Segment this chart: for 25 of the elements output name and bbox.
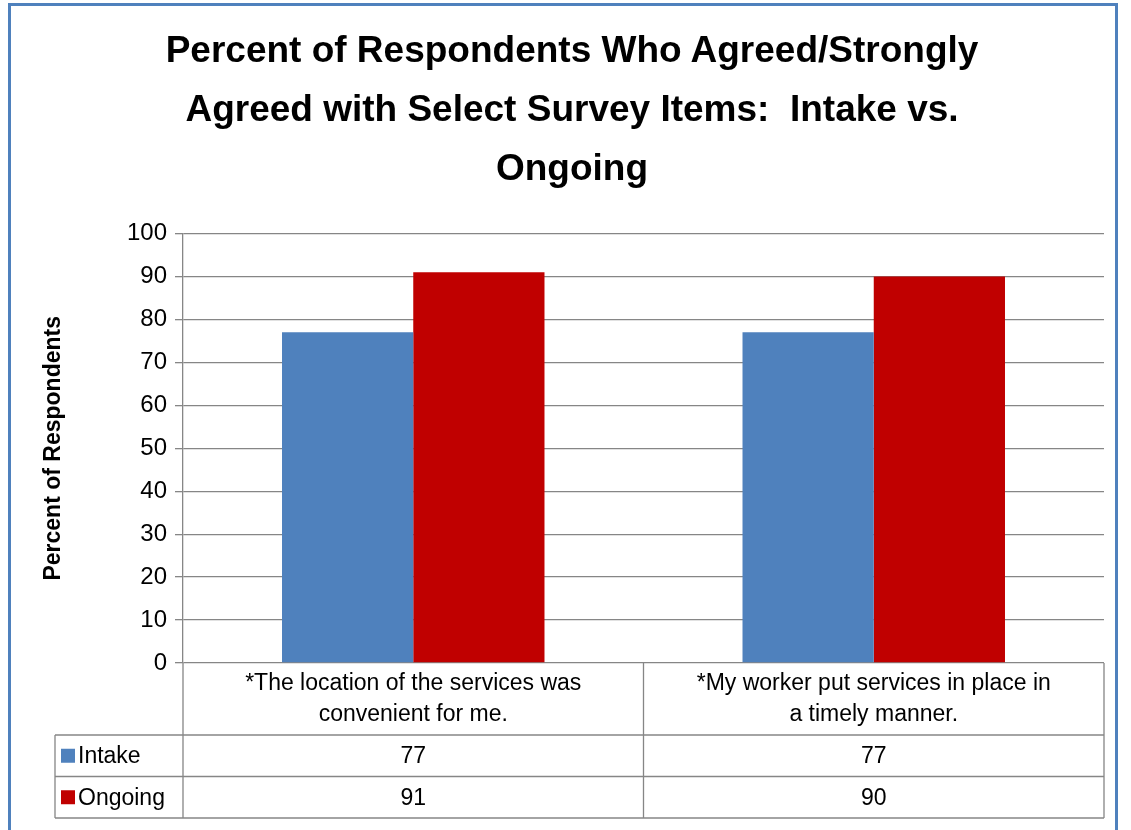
y-tick-label: 90	[140, 261, 167, 289]
data-label: 77	[400, 742, 427, 769]
data-label: 90	[860, 783, 887, 810]
data-label: 77	[860, 742, 887, 769]
y-tick-label: 30	[140, 518, 167, 546]
x-tick-label: *My worker put services in place in a timely manner.	[696, 668, 1051, 726]
y-tick-label: 10	[140, 604, 167, 632]
data-label: 91	[400, 783, 427, 810]
bar	[413, 272, 545, 663]
y-tick-label: 40	[140, 475, 167, 503]
x-tick-label: *The location of the services was convenient for me.	[245, 668, 582, 726]
legend-label: Intake	[78, 742, 141, 769]
y-tick-label: 80	[140, 304, 167, 332]
legend-label: Ongoing	[78, 783, 165, 810]
bar	[282, 332, 414, 663]
y-axis-title: Percent of Respondents	[39, 316, 66, 581]
y-tick-label: 100	[126, 218, 167, 246]
bar	[742, 332, 874, 663]
y-tick-label: 60	[140, 389, 167, 417]
y-tick-label: 50	[140, 432, 167, 460]
y-tick-label: 0	[153, 647, 167, 675]
chart-title: Percent of Respondents Who Agreed/Strongly Agreed with Select Survey Items: Intake vs. Ongoing	[165, 28, 979, 189]
y-tick-label: 20	[140, 561, 167, 589]
y-tick-label: 70	[140, 347, 167, 375]
bar	[873, 276, 1005, 663]
